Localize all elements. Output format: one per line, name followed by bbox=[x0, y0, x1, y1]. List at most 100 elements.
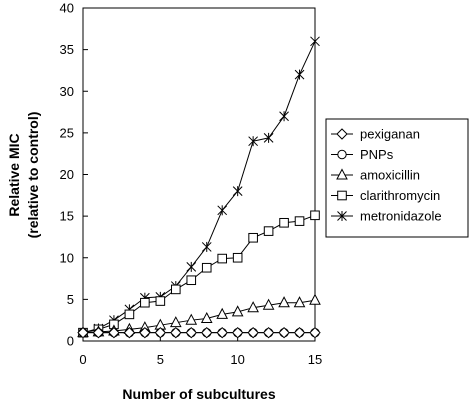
legend-item-clarithromycin: clarithromycin bbox=[331, 188, 440, 203]
data-point-diamond bbox=[278, 326, 290, 339]
data-point-diamond bbox=[216, 326, 228, 339]
data-point-triangle bbox=[293, 296, 306, 308]
star-stroke bbox=[263, 133, 274, 143]
data-point-square bbox=[337, 190, 347, 201]
legend-label: clarithromycin bbox=[360, 188, 440, 203]
legend-item-pnps: PNPs bbox=[331, 147, 394, 162]
data-point-diamond bbox=[170, 326, 182, 339]
data-point-star bbox=[310, 36, 320, 47]
data-point-diamond bbox=[123, 326, 136, 339]
x-tick-label: 10 bbox=[230, 352, 244, 367]
data-point-star bbox=[248, 136, 258, 147]
data-point-star bbox=[279, 111, 289, 122]
data-point-diamond bbox=[201, 326, 213, 339]
data-point-triangle bbox=[231, 305, 244, 317]
data-point-triangle bbox=[247, 301, 259, 313]
x-tick-label: 5 bbox=[157, 352, 164, 367]
series-pexiganan bbox=[77, 326, 321, 339]
data-point-diamond bbox=[92, 326, 105, 339]
y-tick-label: 40 bbox=[60, 1, 74, 16]
star-stroke bbox=[201, 242, 212, 252]
data-point-triangle bbox=[262, 298, 275, 310]
data-point-star bbox=[263, 132, 274, 143]
legend-items: pexiganan PNPs amoxicillin clarithromycin me… bbox=[331, 127, 442, 224]
data-point-triangle bbox=[169, 316, 182, 328]
data-point-square bbox=[310, 210, 320, 221]
data-point-diamond bbox=[262, 326, 275, 339]
star-stroke bbox=[248, 136, 258, 147]
legend-box bbox=[325, 118, 469, 238]
data-point-star bbox=[337, 211, 347, 221]
x-tick-label: 15 bbox=[308, 352, 322, 367]
data-point-square bbox=[232, 252, 243, 263]
data-point-triangle bbox=[200, 311, 213, 324]
data-point-star bbox=[232, 186, 243, 197]
data-point-diamond bbox=[247, 326, 259, 339]
data-point-star bbox=[217, 205, 228, 216]
data-point-square bbox=[217, 253, 227, 264]
data-point-square bbox=[186, 275, 197, 286]
y-tick-label: 15 bbox=[60, 209, 74, 224]
y-axis-title-line1: Relative MIC bbox=[6, 133, 22, 216]
star-stroke bbox=[186, 262, 197, 272]
x-tick-label: 0 bbox=[79, 352, 86, 367]
data-point-diamond bbox=[231, 326, 244, 339]
data-point-triangle bbox=[309, 293, 321, 305]
y-tick-label: 5 bbox=[67, 292, 74, 307]
y-axis-title-line2: (relative to control) bbox=[25, 112, 41, 239]
y-tick-label: 0 bbox=[67, 334, 74, 349]
data-point-diamond bbox=[77, 326, 89, 339]
star-stroke bbox=[232, 186, 243, 197]
data-point-square bbox=[263, 226, 274, 236]
data-point-diamond bbox=[185, 326, 197, 339]
data-point-diamond bbox=[336, 128, 348, 140]
legend-item-amoxicillin: amoxicillin bbox=[331, 168, 420, 183]
series-line bbox=[82, 214, 316, 334]
data-point-square bbox=[279, 217, 289, 228]
data-point-diamond bbox=[139, 326, 151, 339]
series-line bbox=[82, 299, 316, 334]
data-point-diamond bbox=[293, 326, 306, 339]
data-point-square bbox=[248, 232, 258, 243]
star-stroke bbox=[337, 211, 347, 221]
plot-area: 0 5 10 15 0 5 10 15 20 25 30 35 40 bbox=[60, 1, 323, 368]
data-point-triangle bbox=[336, 168, 348, 180]
y-tick-label: 10 bbox=[60, 250, 74, 265]
star-stroke bbox=[310, 36, 320, 47]
data-point-circle bbox=[337, 149, 347, 160]
series-metronidazole bbox=[78, 36, 320, 338]
star-stroke bbox=[279, 111, 289, 122]
y-tick-label: 30 bbox=[60, 84, 74, 99]
data-point-square bbox=[140, 297, 150, 308]
data-point-star bbox=[201, 241, 212, 252]
legend-label: PNPs bbox=[360, 147, 394, 162]
legend-label: metronidazole bbox=[360, 209, 442, 224]
data-point-star bbox=[294, 69, 305, 80]
data-point-triangle bbox=[185, 313, 198, 325]
y-tick-label: 20 bbox=[60, 167, 74, 182]
legend-item-metronidazole: metronidazole bbox=[331, 209, 442, 224]
plot-frame bbox=[82, 7, 316, 342]
series-line bbox=[82, 41, 316, 334]
star-stroke bbox=[217, 205, 228, 216]
legend: pexiganan PNPs amoxicillin clarithromycin me… bbox=[325, 118, 469, 238]
series-clarithromycin bbox=[78, 210, 320, 338]
legend-item-pexiganan: pexiganan bbox=[331, 127, 420, 142]
data-point-star bbox=[186, 261, 197, 272]
data-point-square bbox=[294, 216, 305, 226]
data-point-triangle bbox=[216, 307, 229, 319]
legend-label: amoxicillin bbox=[360, 168, 420, 183]
data-point-diamond bbox=[154, 326, 167, 339]
data-point-square bbox=[171, 284, 181, 295]
y-tick-label: 35 bbox=[60, 42, 74, 57]
data-point-diamond bbox=[108, 326, 120, 339]
data-point-triangle bbox=[278, 296, 290, 308]
y-tick-label: 25 bbox=[60, 125, 74, 140]
series-group bbox=[77, 36, 321, 339]
legend-label: pexiganan bbox=[360, 127, 420, 142]
data-point-square bbox=[155, 296, 166, 306]
star-stroke bbox=[294, 69, 305, 80]
x-ticks: 0 5 10 15 bbox=[79, 336, 322, 367]
data-point-square bbox=[201, 262, 212, 273]
